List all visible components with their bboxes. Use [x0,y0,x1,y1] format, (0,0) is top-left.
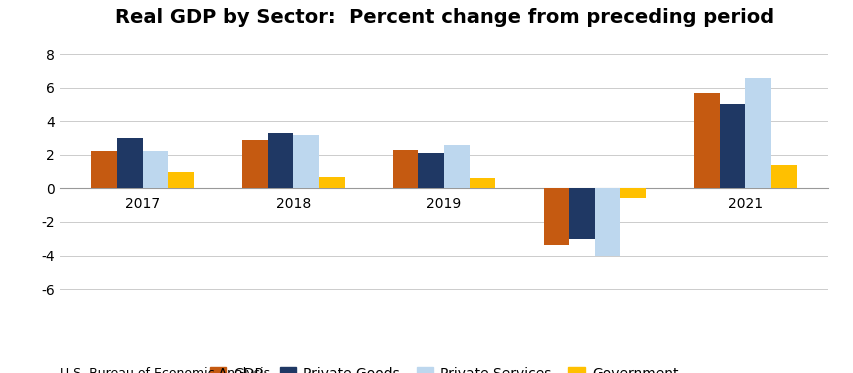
Bar [619,188,645,198]
Bar [319,177,345,188]
Bar [117,138,142,188]
Bar [268,133,293,188]
Bar [770,165,796,188]
Legend: GDP, Private Goods, Private Services, Government: GDP, Private Goods, Private Services, Go… [204,361,683,373]
Bar [469,178,495,188]
Bar [293,135,319,188]
Bar [392,150,418,188]
Bar [168,172,194,188]
Bar [91,151,117,188]
Bar [594,188,619,256]
Bar [568,188,594,239]
Bar [543,188,568,245]
Bar [418,153,444,188]
Bar [242,140,268,188]
Bar [719,104,745,188]
Bar [693,93,719,188]
Bar [745,78,770,188]
Title: Real GDP by Sector:  Percent change from preceding period: Real GDP by Sector: Percent change from … [114,9,773,27]
Text: U.S. Bureau of Economic Analysis: U.S. Bureau of Economic Analysis [60,367,270,373]
Bar [142,151,168,188]
Bar [444,145,469,188]
